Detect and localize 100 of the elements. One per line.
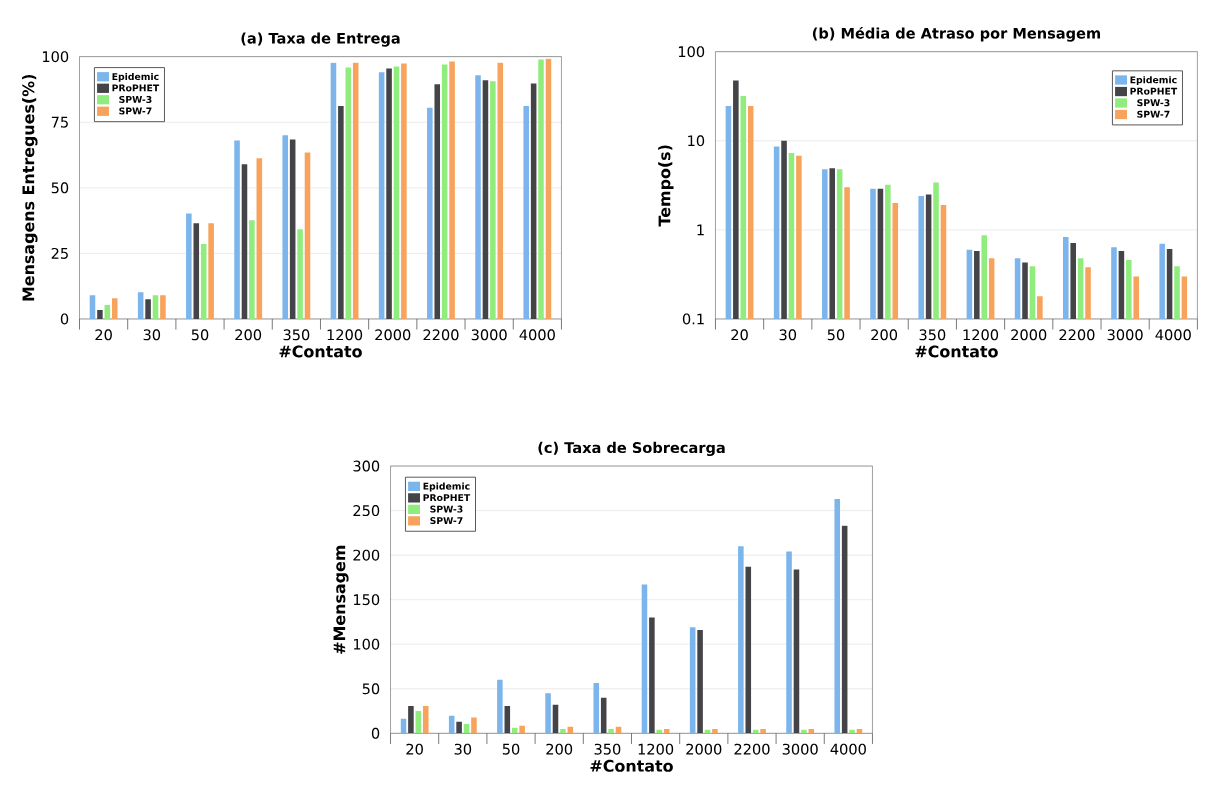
bar xyxy=(490,81,496,319)
bar xyxy=(304,152,311,319)
legend-label: Epidemic xyxy=(1130,76,1177,86)
bar xyxy=(523,105,529,319)
bar xyxy=(511,727,518,734)
x-tick-label: 50 xyxy=(502,743,520,755)
x-tick-label: 3000 xyxy=(782,743,818,755)
legend-label: SPW-7 xyxy=(1137,110,1170,118)
y-tick-label: 100 xyxy=(42,51,69,63)
bar xyxy=(545,58,552,319)
y-tick-label: 1 xyxy=(697,224,704,236)
x-tick-label: 3000 xyxy=(1107,329,1143,341)
x-axis-title: #Contato xyxy=(915,345,998,358)
y-tick-label: 0 xyxy=(60,313,69,325)
x-tick-label: 30 xyxy=(779,329,797,341)
y-tick-label: 10 xyxy=(688,135,705,147)
x-tick-label: 2000 xyxy=(375,329,411,341)
bar xyxy=(497,679,503,734)
bar xyxy=(608,728,614,734)
bar xyxy=(378,72,385,319)
y-tick-label: 250 xyxy=(353,505,380,517)
x-tick-label: 30 xyxy=(143,329,161,341)
bar xyxy=(352,62,359,319)
y-axis-title: Mensagens Entregues(%) xyxy=(22,74,38,301)
x-tick-label: 2200 xyxy=(423,329,459,341)
legend-label: Epidemic xyxy=(112,72,159,82)
bar xyxy=(497,62,504,319)
bar xyxy=(560,728,566,734)
bar xyxy=(104,305,111,319)
bar xyxy=(427,107,433,319)
y-tick-label: 100 xyxy=(353,638,380,650)
legend-label: Epidemic xyxy=(423,482,470,492)
bar xyxy=(393,66,400,319)
x-tick-label: 200 xyxy=(546,743,573,755)
y-tick-label: 75 xyxy=(51,116,68,128)
bar xyxy=(256,158,263,319)
y-tick-label: 25 xyxy=(51,247,68,259)
bar xyxy=(663,728,670,734)
x-tick-label: 3000 xyxy=(471,329,507,341)
x-tick-label: 350 xyxy=(594,743,621,755)
bar xyxy=(593,682,600,734)
y-tick-label: 50 xyxy=(362,683,380,695)
bar xyxy=(738,546,744,734)
chart-title: (c) Taxa de Sobrecarga xyxy=(538,441,725,457)
bar xyxy=(834,499,841,734)
bar xyxy=(137,292,144,319)
legend-label: PRoPHET xyxy=(1130,87,1178,95)
bar xyxy=(545,693,551,734)
legend-label: SPW-3 xyxy=(119,95,152,103)
y-tick-label: 100 xyxy=(678,46,705,58)
x-tick-label: 4000 xyxy=(830,743,866,755)
x-tick-label: 350 xyxy=(283,329,310,341)
y-tick-label: 200 xyxy=(353,549,380,561)
bar xyxy=(249,220,255,319)
x-tick-label: 2200 xyxy=(1059,329,1095,341)
bar xyxy=(786,551,792,734)
bar xyxy=(538,59,544,319)
bar xyxy=(801,729,807,734)
bar xyxy=(849,729,855,734)
bar xyxy=(234,140,240,319)
legend-label: SPW-7 xyxy=(119,107,152,115)
y-tick-label: 0 xyxy=(371,727,380,739)
y-tick-label: 50 xyxy=(51,182,69,194)
bar xyxy=(345,67,352,319)
bar xyxy=(330,62,337,319)
chart-title: (b) Média de Atraso por Mensagem xyxy=(812,26,1100,42)
x-tick-label: 2000 xyxy=(686,743,722,755)
bar xyxy=(760,728,766,734)
x-tick-label: 20 xyxy=(95,329,112,341)
x-tick-label: 20 xyxy=(406,743,423,755)
x-tick-label: 200 xyxy=(235,329,262,341)
bar xyxy=(449,61,455,319)
chart-title: (a) Taxa de Entrega xyxy=(241,32,400,47)
x-tick-label: 30 xyxy=(454,743,472,755)
legend-label: SPW-3 xyxy=(1137,99,1170,107)
x-axis-title: #Contato xyxy=(590,759,673,772)
x-tick-label: 200 xyxy=(871,329,898,341)
bar xyxy=(111,298,118,319)
y-axis-title: Tempo(s) xyxy=(658,145,674,227)
x-tick-label: 4000 xyxy=(519,329,555,341)
legend-label: PRoPHET xyxy=(112,84,160,92)
x-tick-label: 1200 xyxy=(638,743,674,755)
bar xyxy=(475,75,481,319)
x-tick-label: 20 xyxy=(731,329,748,341)
x-tick-label: 4000 xyxy=(1155,329,1191,341)
x-tick-label: 50 xyxy=(191,329,209,341)
bar xyxy=(282,135,289,319)
bar xyxy=(441,64,448,319)
bar xyxy=(297,229,303,319)
x-tick-label: 1200 xyxy=(327,329,363,341)
x-tick-label: 2000 xyxy=(1011,329,1047,341)
bar xyxy=(152,295,159,319)
legend-label: SPW-7 xyxy=(430,517,463,525)
y-tick-label: 0.1 xyxy=(682,313,704,325)
y-axis-title: #Mensagem xyxy=(333,545,349,654)
bar xyxy=(471,717,477,734)
x-tick-label: 1200 xyxy=(963,329,999,341)
bar xyxy=(186,213,192,319)
bar xyxy=(200,243,207,319)
legend-label: PRoPHET xyxy=(423,494,471,502)
